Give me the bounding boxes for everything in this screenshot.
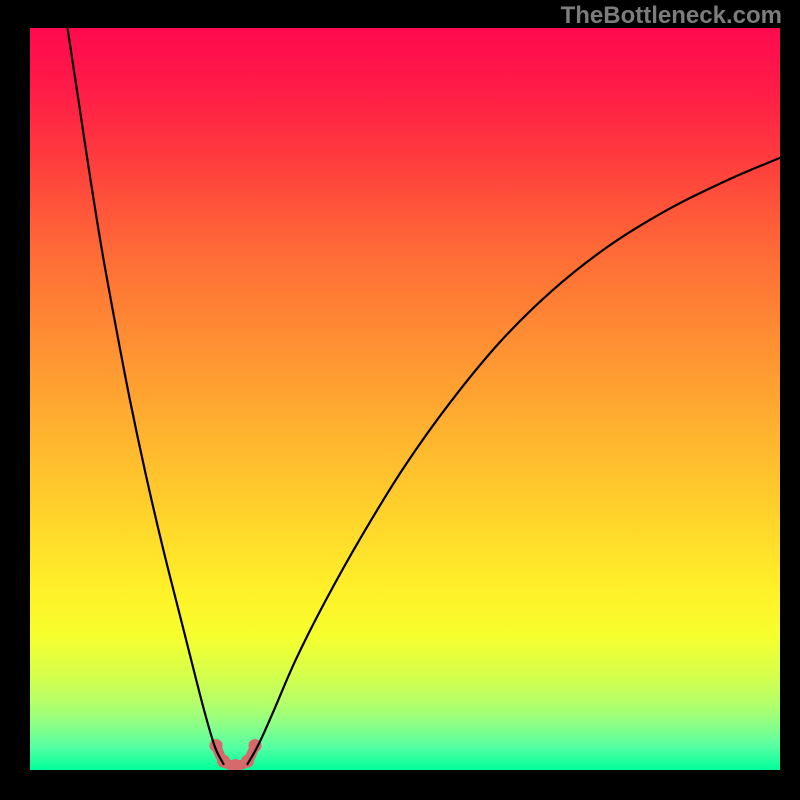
- plot-area: [30, 28, 780, 770]
- gradient-background: [30, 28, 780, 770]
- watermark-text: TheBottleneck.com: [561, 2, 782, 30]
- bottleneck-chart-svg: [30, 28, 780, 770]
